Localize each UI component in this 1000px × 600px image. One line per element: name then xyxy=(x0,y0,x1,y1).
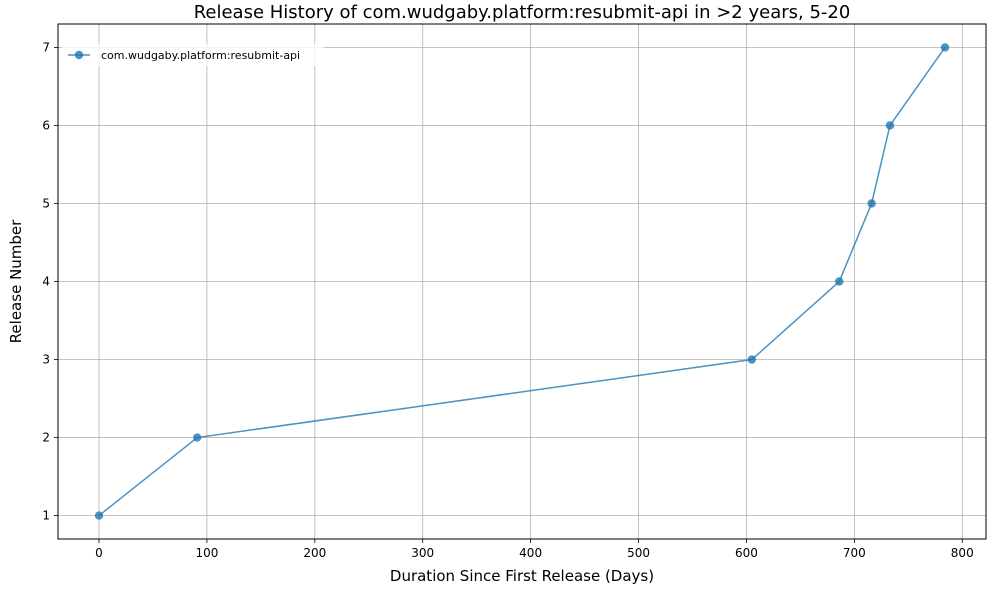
legend-label: com.wudgaby.platform:resubmit-api xyxy=(101,49,300,62)
legend-marker xyxy=(74,50,84,60)
y-tick-label: 1 xyxy=(42,509,50,523)
x-axis-title: Duration Since First Release (Days) xyxy=(390,567,654,585)
x-tick-label: 400 xyxy=(519,546,542,560)
legend: com.wudgaby.platform:resubmit-api xyxy=(62,44,324,66)
y-tick-label: 5 xyxy=(42,196,50,210)
series-layer xyxy=(94,43,950,520)
data-point xyxy=(747,355,757,364)
x-tick-label: 100 xyxy=(195,546,218,560)
ticks: 0 100 200 300 400 500 600 700 800 1 2 3 4 5 6 7 xyxy=(42,40,973,560)
data-point xyxy=(867,199,876,208)
chart-title: Release History of com.wudgaby.platform:… xyxy=(194,2,851,23)
data-point xyxy=(94,511,104,520)
data-point xyxy=(940,43,950,52)
data-point xyxy=(885,121,895,130)
y-axis-title: Release Number xyxy=(7,219,25,343)
y-tick-label: 3 xyxy=(42,353,50,367)
legend-box xyxy=(62,44,324,66)
x-tick-label: 500 xyxy=(627,546,650,560)
x-tick-label: 800 xyxy=(951,546,974,560)
data-point xyxy=(193,433,202,442)
y-tick-label: 4 xyxy=(42,275,50,289)
y-tick-label: 6 xyxy=(42,118,50,132)
x-tick-label: 700 xyxy=(843,546,866,560)
x-tick-label: 300 xyxy=(411,546,434,560)
data-point xyxy=(835,277,844,286)
x-tick-label: 600 xyxy=(735,546,758,560)
y-tick-label: 7 xyxy=(42,40,50,54)
grid xyxy=(58,24,986,539)
x-tick-label: 200 xyxy=(303,546,326,560)
x-tick-label: 0 xyxy=(95,546,103,560)
y-tick-label: 2 xyxy=(42,431,50,445)
